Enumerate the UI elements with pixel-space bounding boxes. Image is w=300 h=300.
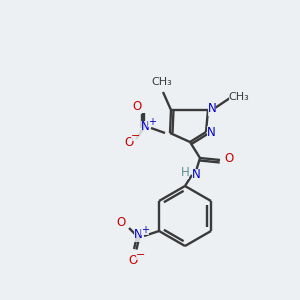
Text: O: O xyxy=(132,100,142,113)
Text: O: O xyxy=(128,254,138,266)
Text: H: H xyxy=(181,166,189,178)
Text: +: + xyxy=(148,117,156,127)
Text: +: + xyxy=(141,225,149,235)
Text: N: N xyxy=(134,229,142,242)
Text: N: N xyxy=(192,169,200,182)
Text: N: N xyxy=(141,121,149,134)
Text: O: O xyxy=(224,152,234,166)
Text: CH₃: CH₃ xyxy=(152,77,172,87)
Text: CH₃: CH₃ xyxy=(229,92,249,102)
Text: O: O xyxy=(116,215,126,229)
Text: −: − xyxy=(136,250,146,260)
Text: N: N xyxy=(207,125,215,139)
Text: O: O xyxy=(124,136,134,148)
Text: N: N xyxy=(208,103,216,116)
Text: −: − xyxy=(131,131,141,141)
